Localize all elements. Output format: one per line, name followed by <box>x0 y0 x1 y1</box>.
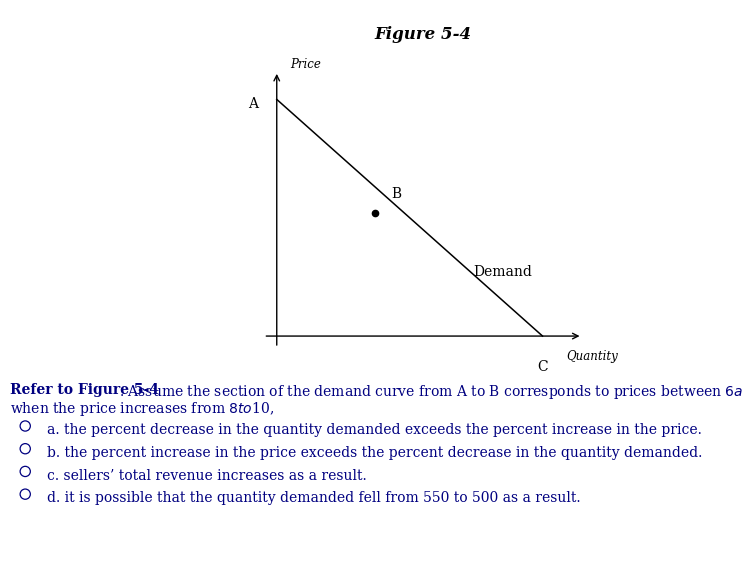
Text: b. the percent increase in the price exceeds the percent decrease in the quantit: b. the percent increase in the price exc… <box>47 446 702 460</box>
Text: Price: Price <box>290 58 321 71</box>
Text: when the price increases from $8 to $10,: when the price increases from $8 to $10, <box>10 400 274 419</box>
Text: B: B <box>391 187 401 201</box>
Text: Refer to Figure 5-4: Refer to Figure 5-4 <box>10 383 159 398</box>
Text: a. the percent decrease in the quantity demanded exceeds the percent increase in: a. the percent decrease in the quantity … <box>47 423 702 437</box>
Text: Quantity: Quantity <box>566 350 618 363</box>
Text: A: A <box>248 97 257 111</box>
Text: C: C <box>537 360 548 374</box>
Text: d. it is possible that the quantity demanded fell from 550 to 500 as a result.: d. it is possible that the quantity dema… <box>47 491 580 506</box>
Text: c. sellers’ total revenue increases as a result.: c. sellers’ total revenue increases as a… <box>47 469 367 483</box>
Text: Demand: Demand <box>473 265 532 279</box>
Text: Figure 5-4: Figure 5-4 <box>375 26 471 43</box>
Text: . Assume the section of the demand curve from A to B corresponds to prices betwe: . Assume the section of the demand curve… <box>119 383 742 402</box>
